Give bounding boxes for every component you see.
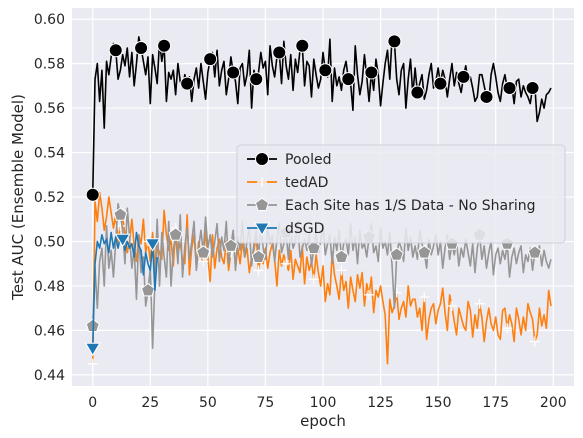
x-tick-label: 175 [482, 395, 509, 411]
point-marker [108, 43, 123, 58]
point-marker [157, 38, 172, 53]
point-marker [417, 245, 432, 259]
point-marker [525, 81, 540, 96]
point-marker [433, 76, 448, 91]
point-marker [249, 72, 264, 87]
x-axis-title: epoch [300, 412, 346, 430]
point-marker [318, 63, 333, 78]
point-marker [410, 85, 425, 100]
point-marker [223, 238, 238, 252]
point-marker [85, 187, 100, 202]
point-marker [113, 207, 128, 221]
x-tick-label: 150 [425, 395, 452, 411]
legend-item: dSGD [247, 221, 324, 237]
series-dsgd [84, 231, 161, 357]
point-marker [84, 342, 101, 357]
x-tick-label: 50 [199, 395, 217, 411]
legend-item: Pooled [247, 152, 331, 168]
point-marker [272, 45, 287, 60]
point-marker [308, 274, 319, 285]
point-marker [253, 265, 264, 276]
point-marker [341, 72, 356, 87]
y-tick-label: 0.56 [34, 101, 65, 117]
point-marker [334, 249, 349, 263]
point-marker [306, 240, 321, 255]
point-marker [144, 238, 161, 252]
point-marker [281, 258, 292, 269]
point-marker [364, 65, 379, 80]
y-tick-label: 0.44 [34, 368, 65, 384]
point-marker [255, 152, 269, 166]
series-pooled [85, 34, 552, 202]
point-marker [180, 76, 195, 91]
x-tick-labels: 0 25 50 75 100 125 150 175 200 [88, 395, 566, 411]
point-marker [387, 34, 402, 49]
y-tick-label: 0.58 [34, 57, 65, 73]
legend-label: Each Site has 1/S Data - No Sharing [285, 198, 536, 214]
point-marker [446, 300, 457, 311]
point-marker [527, 245, 542, 259]
point-marker [140, 282, 156, 297]
point-marker [203, 52, 218, 67]
point-marker [502, 81, 517, 96]
y-tick-labels: 0.44 0.46 0.48 0.50 0.52 0.54 0.56 0.58 0.60 [34, 12, 65, 384]
legend-label: Pooled [285, 152, 331, 168]
point-marker [254, 197, 270, 211]
point-marker [114, 233, 131, 248]
x-tick-label: 0 [88, 395, 97, 411]
y-axis-title: Test AUC (Ensemble Model) [9, 94, 27, 301]
point-marker [502, 323, 513, 334]
point-marker [251, 249, 266, 263]
legend-label: dSGD [285, 221, 324, 237]
x-tick-label: 125 [367, 395, 394, 411]
legend-item: tedAD [247, 175, 328, 191]
point-marker [389, 247, 404, 261]
series-layer [84, 34, 552, 369]
y-tick-label: 0.60 [34, 12, 65, 28]
point-marker [479, 89, 494, 104]
point-marker [196, 245, 211, 259]
series-line [91, 231, 158, 349]
point-marker [226, 65, 241, 80]
point-marker [419, 292, 430, 303]
point-marker [529, 336, 540, 347]
y-tick-label: 0.54 [34, 146, 65, 162]
legend-item: Each Site has 1/S Data - No Sharing [247, 197, 536, 214]
y-tick-label: 0.52 [34, 190, 65, 206]
point-marker [168, 227, 183, 241]
y-tick-label: 0.46 [34, 323, 65, 339]
point-marker [295, 38, 310, 53]
y-tick-label: 0.50 [34, 234, 65, 250]
x-tick-label: 25 [141, 395, 159, 411]
point-marker [456, 69, 471, 84]
x-tick-label: 200 [540, 395, 567, 411]
point-marker [87, 358, 98, 369]
point-marker [336, 265, 347, 276]
legend-box [236, 144, 566, 244]
legend-label: tedAD [285, 175, 328, 191]
x-tick-label: 100 [310, 395, 337, 411]
point-marker [474, 298, 485, 309]
x-tick-label: 75 [257, 395, 275, 411]
y-tick-label: 0.48 [34, 279, 65, 295]
point-marker [254, 222, 270, 236]
point-marker [134, 41, 149, 56]
legend: Pooled tedAD Each Site has 1/S Data - No S… [236, 144, 566, 244]
point-marker [364, 289, 375, 300]
